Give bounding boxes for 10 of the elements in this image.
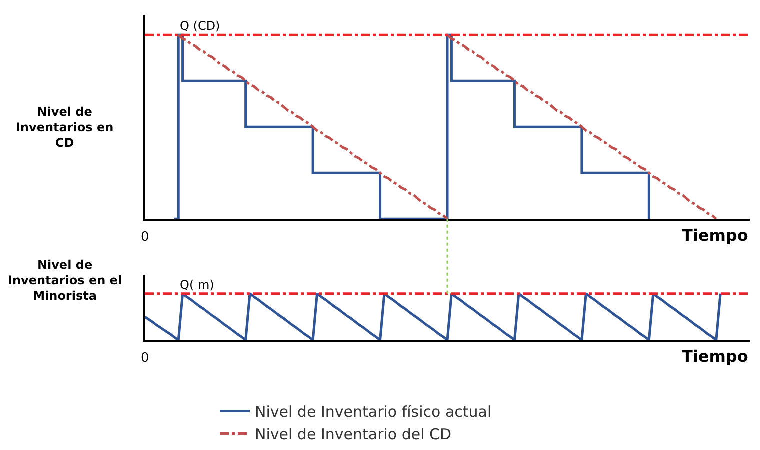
legend-label: Nivel de Inventario físico actual bbox=[255, 403, 492, 422]
ref-line-label: Q (CD) bbox=[180, 19, 220, 33]
legend-label: Nivel de Inventario del CD bbox=[255, 426, 452, 444]
ref-line-label: Q( m) bbox=[180, 278, 214, 292]
text: 0 bbox=[141, 230, 150, 245]
x-axis-title: Tiempo bbox=[682, 347, 748, 366]
y-axis-title: Nivel de Inventarios en CD bbox=[16, 105, 114, 150]
y-axis-title: Nivel de Inventarios en el Minorista bbox=[8, 258, 122, 304]
x-axis-title: Tiempo bbox=[682, 226, 748, 245]
text: 0 bbox=[141, 351, 150, 366]
